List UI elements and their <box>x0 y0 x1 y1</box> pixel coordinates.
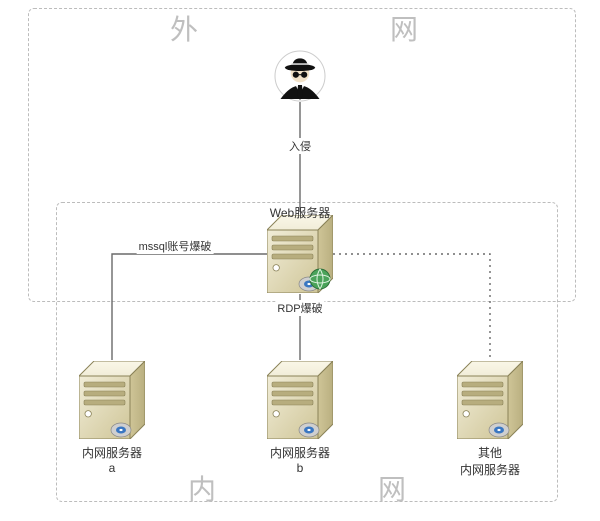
internal-zone-label-left: 内 <box>188 468 218 508</box>
server-other-label: 其他 内网服务器 <box>460 444 520 478</box>
edge-label-rdp: RDP爆破 <box>275 300 324 316</box>
server-b-icon <box>267 361 333 439</box>
web-server-label: Web服务器 <box>270 204 330 221</box>
server-b-label: 内网服务器 b <box>270 444 330 475</box>
server-other-icon <box>457 361 523 439</box>
external-zone-label-left: 外 <box>170 8 200 48</box>
diagram-canvas: 外 网 内 网 入侵 mssql账号爆破 RDP爆破 <box>0 0 600 521</box>
server-a-icon <box>79 361 145 439</box>
external-zone-label-right: 网 <box>390 8 420 48</box>
internal-zone-label-right: 网 <box>378 468 408 508</box>
attacker-icon <box>274 50 326 102</box>
web-server-icon <box>267 215 333 293</box>
server-a-label: 内网服务器 a <box>82 444 142 475</box>
edge-label-intrusion: 入侵 <box>287 138 313 154</box>
edge-label-mssql: mssql账号爆破 <box>137 238 214 254</box>
